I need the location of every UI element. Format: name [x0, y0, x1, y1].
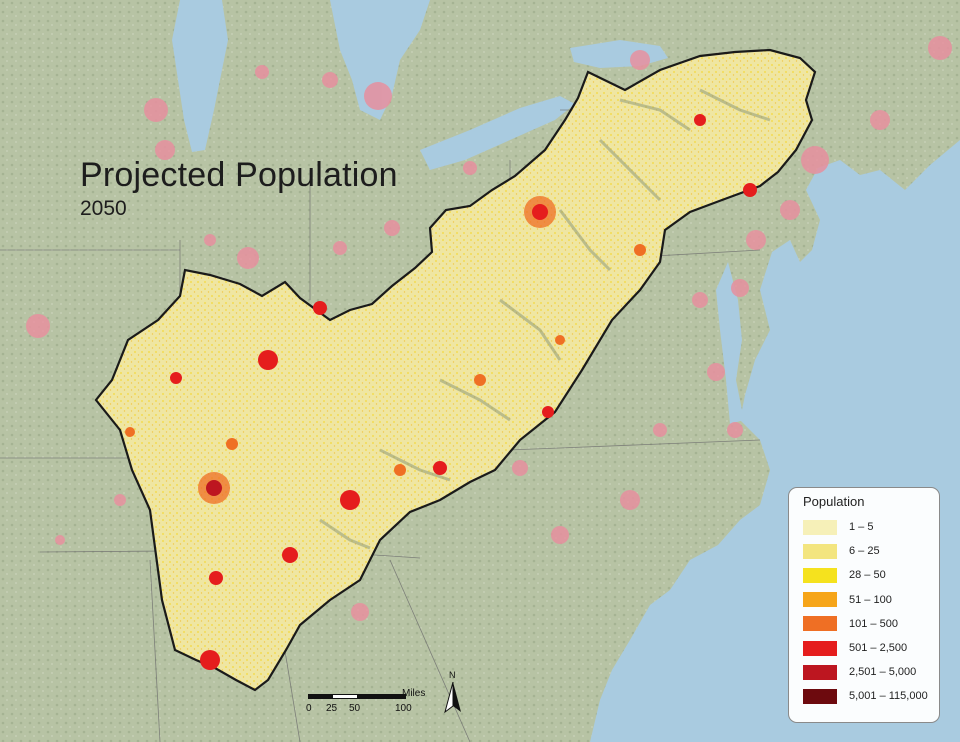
legend-row: 51 – 100	[803, 588, 929, 612]
scale-bar: Miles 0 25 50 100	[300, 688, 460, 718]
legend-label: 101 – 500	[849, 617, 898, 630]
scale-tick: 50	[349, 703, 361, 714]
scale-tick: 100	[395, 703, 412, 714]
scale-unit: Miles	[402, 688, 426, 699]
legend-row: 28 – 50	[803, 563, 929, 587]
lake-michigan	[172, 0, 228, 152]
legend-swatch	[803, 616, 837, 632]
lake-huron	[330, 0, 430, 120]
legend-swatch	[803, 543, 837, 559]
legend-label: 1 – 5	[849, 521, 874, 534]
legend-swatch	[803, 567, 837, 583]
legend-label: 28 – 50	[849, 569, 886, 582]
legend-label: 51 – 100	[849, 593, 892, 606]
legend-swatch	[803, 640, 837, 656]
north-arrow: N	[444, 670, 462, 714]
map-subtitle: 2050	[80, 197, 127, 220]
population-hotspots	[125, 114, 757, 670]
map-title: Projected Population	[80, 156, 398, 194]
legend-label: 2,501 – 5,000	[849, 666, 917, 679]
legend-label: 6 – 25	[849, 545, 880, 558]
legend-swatch	[803, 519, 837, 535]
legend-row: 6 – 25	[803, 539, 929, 563]
scale-bar-segments	[308, 694, 406, 699]
legend-title: Population	[803, 494, 865, 509]
legend-swatch	[803, 664, 837, 680]
legend-label: 5,001 – 115,000	[849, 690, 928, 703]
legend-row: 5,001 – 115,000	[803, 684, 929, 708]
legend-swatch	[803, 592, 837, 608]
legend-row: 101 – 500	[803, 612, 929, 636]
scale-tick: 0	[306, 703, 312, 714]
north-label: N	[449, 670, 456, 680]
legend-row: 2,501 – 5,000	[803, 660, 929, 684]
urban-areas	[26, 36, 952, 621]
chesapeake-bay	[716, 262, 744, 424]
legend: Population 1 – 5 6 – 25 28 – 50 51 – 100…	[788, 487, 940, 723]
legend-row: 501 – 2,500	[803, 636, 929, 660]
appalachian-region	[94, 48, 817, 692]
scale-tick: 25	[326, 703, 338, 714]
legend-swatch	[803, 688, 837, 704]
north-arrow-icon	[444, 682, 461, 714]
ridge-texture	[319, 88, 771, 550]
legend-label: 501 – 2,500	[849, 642, 908, 655]
legend-row: 1 – 5	[803, 515, 929, 539]
lake-erie	[420, 96, 575, 170]
map-title-block: Projected Population 2050	[80, 156, 398, 222]
